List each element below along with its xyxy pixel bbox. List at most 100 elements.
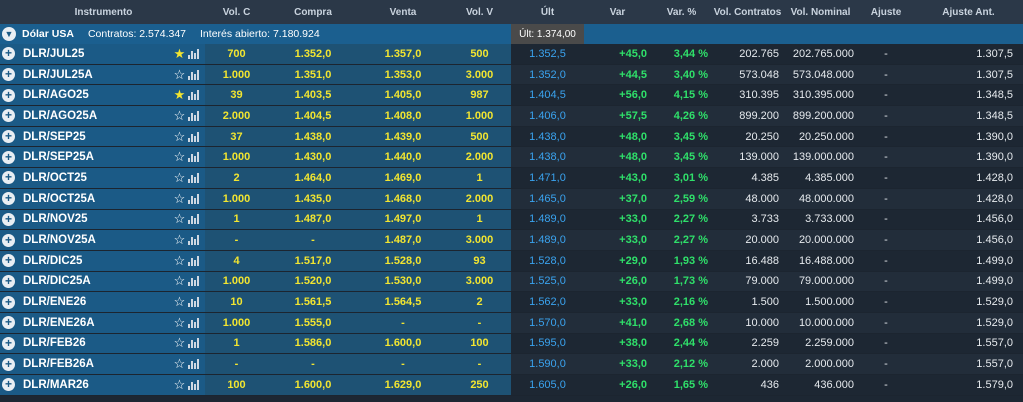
bar-chart-icon[interactable] — [188, 214, 199, 225]
star-icon[interactable]: ★ — [173, 87, 186, 103]
header-ult[interactable]: Últ — [540, 6, 555, 18]
instrument-name[interactable]: DLR/NOV25 — [23, 213, 88, 226]
instrument-name[interactable]: DLR/DIC25A — [23, 275, 91, 288]
header-ajuste[interactable]: Ajuste — [870, 6, 902, 18]
plus-circle-icon[interactable]: + — [2, 47, 15, 61]
table-row[interactable]: + DLR/ENE26A ☆ 1.000 1.555,0- -1.570,0 +41,0 2,… — [0, 312, 1023, 334]
bar-chart-icon[interactable] — [188, 317, 199, 328]
star-icon[interactable]: ☆ — [173, 169, 186, 185]
plus-circle-icon[interactable]: + — [2, 109, 15, 123]
table-row[interactable]: + DLR/MAR26 ☆ 100 1.600,0 1.629,0 250 1.605,0 +2… — [0, 375, 1023, 396]
table-row[interactable]: + DLR/JUL25A ☆ 1.000 1.351,0 1.353,0 3.000 1.35… — [0, 64, 1023, 86]
table-row[interactable]: + DLR/SEP25A ☆ 1.000 1.430,0 1.440,0 2.000 1.43… — [0, 147, 1023, 169]
cell-compra[interactable]: 1.561,5 — [268, 292, 358, 312]
star-icon[interactable]: ☆ — [173, 273, 186, 289]
bar-chart-icon[interactable] — [188, 90, 199, 101]
cell-compra[interactable]: 1.404,5 — [268, 106, 358, 126]
cell-venta[interactable]: 1.629,0 — [358, 375, 448, 395]
table-row[interactable]: + DLR/JUL25 ★ 700 1.352,0 1.357,0 500 1.352,5 +4… — [0, 44, 1023, 65]
plus-circle-icon[interactable]: + — [2, 68, 15, 82]
header-compra[interactable]: Compra — [294, 6, 332, 18]
instrument-cell[interactable]: + DLR/DIC25 ☆ — [0, 250, 205, 271]
instrument-name[interactable]: DLR/SEP25 — [23, 130, 86, 143]
cell-compra[interactable]: 1.464,0 — [268, 168, 358, 188]
cell-compra[interactable]: 1.586,0 — [268, 333, 358, 354]
chevron-down-icon[interactable]: ▼ — [2, 27, 16, 41]
instrument-cell[interactable]: + DLR/FEB26A ☆ — [0, 354, 205, 374]
header-instrumento[interactable]: Instrumento — [74, 6, 133, 18]
table-row[interactable]: + DLR/DIC25A ☆ 1.000 1.520,0 1.530,0 3.000 1.52… — [0, 271, 1023, 293]
instrument-name[interactable]: DLR/NOV25A — [23, 234, 96, 247]
cell-venta[interactable]: 1.497,0 — [358, 209, 448, 230]
cell-compra[interactable]: 1.351,0 — [268, 64, 358, 85]
instrument-cell[interactable]: + DLR/AGO25 ★ — [0, 85, 205, 106]
star-icon[interactable]: ☆ — [173, 128, 186, 144]
cell-compra[interactable]: 1.517,0 — [268, 250, 358, 271]
instrument-name[interactable]: DLR/ENE26A — [23, 316, 95, 329]
instrument-cell[interactable]: + DLR/OCT25 ☆ — [0, 168, 205, 188]
star-icon[interactable]: ☆ — [173, 294, 186, 310]
star-icon[interactable]: ☆ — [173, 314, 186, 330]
star-icon[interactable]: ☆ — [173, 190, 186, 206]
instrument-name[interactable]: DLR/OCT25A — [23, 192, 96, 205]
star-icon[interactable]: ☆ — [173, 252, 186, 268]
instrument-name[interactable]: DLR/AGO25 — [23, 89, 89, 102]
header-volv[interactable]: Vol. V — [465, 6, 494, 18]
instrument-cell[interactable]: + DLR/NOV25A ☆ — [0, 230, 205, 250]
star-icon[interactable]: ☆ — [173, 211, 186, 227]
plus-circle-icon[interactable]: + — [2, 274, 15, 288]
table-row[interactable]: + DLR/OCT25 ☆ 2 1.464,0 1.469,0 1 1.471,0 +43,0 3… — [0, 168, 1023, 189]
instrument-cell[interactable]: + DLR/DIC25A ☆ — [0, 271, 205, 292]
plus-circle-icon[interactable]: + — [2, 150, 15, 164]
table-row[interactable]: + DLR/AGO25A ☆ 2.000 1.404,5 1.408,0 1.000 1.40… — [0, 106, 1023, 127]
table-row[interactable]: + DLR/OCT25A ☆ 1.000 1.435,0 1.468,0 2.000 1.46… — [0, 188, 1023, 210]
cell-venta[interactable]: - — [358, 354, 448, 374]
table-row[interactable]: + DLR/NOV25A ☆ - -1.487,0 3.000 1.489,0 +33,0 2,… — [0, 230, 1023, 251]
bar-chart-icon[interactable] — [188, 359, 199, 370]
table-row[interactable]: + DLR/FEB26 ☆ 1 1.586,0 1.600,0 100 1.595,0 +38,… — [0, 333, 1023, 355]
instrument-name[interactable]: DLR/FEB26A — [23, 358, 94, 371]
instrument-cell[interactable]: + DLR/JUL25 ★ — [0, 44, 205, 64]
cell-compra[interactable]: 1.487,0 — [268, 209, 358, 230]
header-volc[interactable]: Vol. C — [222, 6, 251, 18]
cell-venta[interactable]: 1.408,0 — [358, 106, 448, 126]
table-row[interactable]: + DLR/NOV25 ☆ 1 1.487,0 1.497,0 1 1.489,0 +33,0 2… — [0, 209, 1023, 231]
bar-chart-icon[interactable] — [188, 48, 199, 59]
bar-chart-icon[interactable] — [188, 297, 199, 308]
table-row[interactable]: + DLR/DIC25 ☆ 4 1.517,0 1.528,0 93 1.528,0 +29,0… — [0, 250, 1023, 272]
instrument-cell[interactable]: + DLR/SEP25 ☆ — [0, 126, 205, 147]
cell-compra[interactable]: 1.435,0 — [268, 188, 358, 209]
instrument-cell[interactable]: + DLR/AGO25A ☆ — [0, 106, 205, 126]
cell-venta[interactable]: 1.468,0 — [358, 188, 448, 209]
plus-circle-icon[interactable]: + — [2, 171, 15, 185]
bar-chart-icon[interactable] — [188, 379, 199, 390]
cell-compra[interactable]: 1.430,0 — [268, 147, 358, 168]
instrument-cell[interactable]: + DLR/NOV25 ☆ — [0, 209, 205, 230]
instrument-cell[interactable]: + DLR/FEB26 ☆ — [0, 333, 205, 354]
cell-compra[interactable]: 1.352,0 — [268, 44, 358, 64]
header-volcont[interactable]: Vol. Contratos — [713, 6, 782, 18]
cell-venta[interactable]: 1.405,0 — [358, 85, 448, 106]
instrument-cell[interactable]: + DLR/ENE26 ☆ — [0, 292, 205, 312]
star-icon[interactable]: ☆ — [173, 356, 186, 372]
instrument-cell[interactable]: + DLR/ENE26A ☆ — [0, 312, 205, 333]
bar-chart-icon[interactable] — [188, 235, 199, 246]
star-icon[interactable]: ☆ — [173, 107, 186, 123]
instrument-name[interactable]: DLR/SEP25A — [23, 151, 94, 164]
cell-venta[interactable]: 1.487,0 — [358, 230, 448, 250]
cell-venta[interactable]: 1.528,0 — [358, 250, 448, 271]
instrument-cell[interactable]: + DLR/MAR26 ☆ — [0, 375, 205, 395]
cell-venta[interactable]: 1.600,0 — [358, 333, 448, 354]
instrument-cell[interactable]: + DLR/SEP25A ☆ — [0, 147, 205, 168]
header-venta[interactable]: Venta — [389, 6, 417, 18]
header-ajusteant[interactable]: Ajuste Ant. — [942, 6, 995, 18]
plus-circle-icon[interactable]: + — [2, 233, 15, 247]
bar-chart-icon[interactable] — [188, 338, 199, 349]
cell-venta[interactable]: 1.440,0 — [358, 147, 448, 168]
instrument-name[interactable]: DLR/MAR26 — [23, 378, 89, 391]
bar-chart-icon[interactable] — [188, 193, 199, 204]
star-icon[interactable]: ☆ — [173, 232, 186, 248]
plus-circle-icon[interactable]: + — [2, 192, 15, 206]
bar-chart-icon[interactable] — [188, 110, 199, 121]
instrument-cell[interactable]: + DLR/JUL25A ☆ — [0, 64, 205, 85]
